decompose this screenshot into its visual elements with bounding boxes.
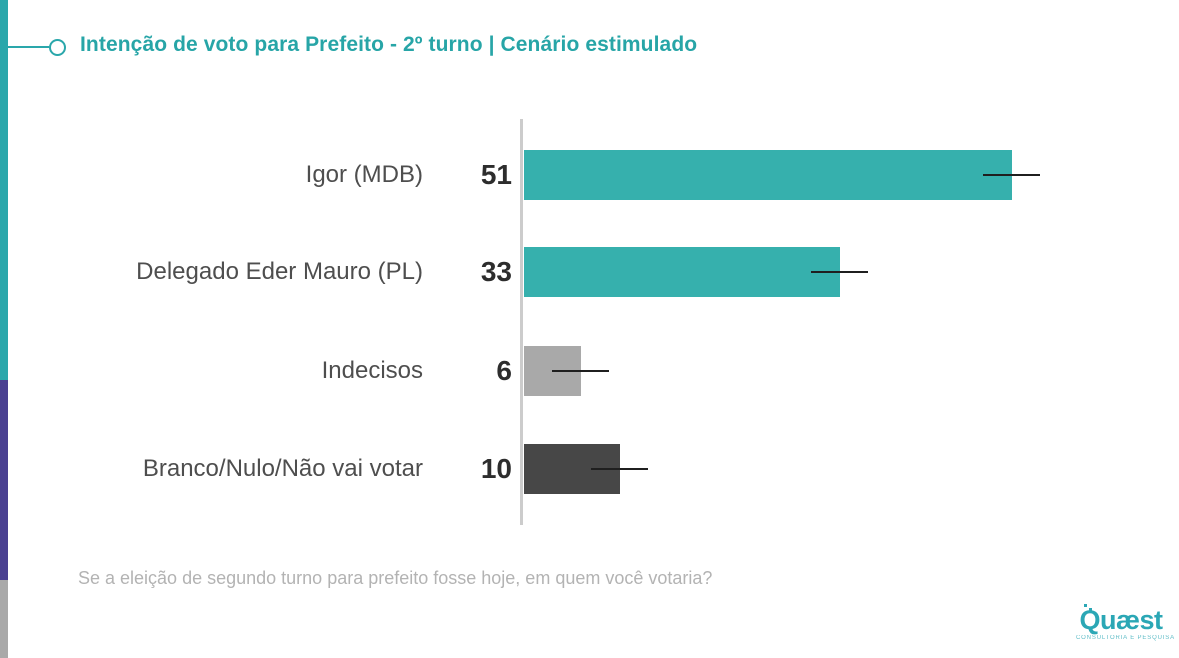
edge-stripe-teal [0,0,8,380]
page-title: Intenção de voto para Prefeito - 2º turn… [80,33,698,56]
chart-row: Igor (MDB) 51 [0,150,1179,200]
error-bar [591,468,648,470]
chart-baseline-axis [520,119,523,525]
edge-stripe-purple [0,380,8,580]
value-label: 10 [480,453,512,484]
error-bar [552,370,609,372]
logo-pixel-dot [1089,608,1092,611]
error-bar [811,271,868,273]
logo-tagline: CONSULTORIA E PESQUISA [1076,635,1175,641]
error-bar [983,174,1040,176]
category-label: Delegado Eder Mauro (PL) [136,258,423,285]
chart-row: Branco/Nulo/Não vai votar 10 [0,444,1179,494]
category-label: Indecisos [321,357,423,384]
value-label: 6 [496,355,512,386]
title-connector-line [8,46,49,48]
category-label: Branco/Nulo/Não vai votar [142,455,423,482]
bar [524,150,1012,200]
survey-question: Se a eleição de segundo turno para prefe… [78,568,713,588]
category-label: Igor (MDB) [305,161,423,188]
edge-stripe-gray [0,580,8,658]
logo-wordmark: Quæst [1079,605,1163,635]
title-circle-icon [49,39,66,56]
quaest-logo: Quæst CONSULTORIA E PESQUISA [1076,604,1175,641]
logo-pixel-dot [1084,604,1087,607]
value-label: 51 [480,159,512,190]
value-label: 33 [480,256,512,287]
bar [524,247,840,297]
chart-row: Indecisos 6 [0,346,1179,396]
chart-row: Delegado Eder Mauro (PL) 33 [0,247,1179,297]
